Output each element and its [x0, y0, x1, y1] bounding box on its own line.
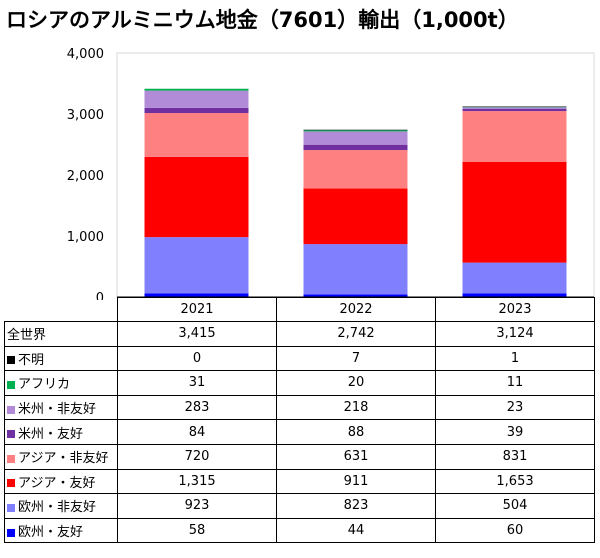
data-label: 2,742: [276, 321, 436, 347]
row-label: アジア・友好: [4, 468, 118, 495]
chart-title: ロシアのアルミニウム地金（7601）輸出（1,000t）: [6, 8, 519, 32]
data-label: 923: [117, 493, 277, 519]
legend-swatch: [7, 405, 15, 414]
data-label: 218: [276, 394, 436, 421]
bar-segment: [144, 156, 249, 238]
data-label: 1: [435, 345, 595, 372]
bar-segment: [303, 150, 408, 189]
data-label: 84: [117, 419, 277, 445]
data-label: 20: [276, 370, 436, 396]
bar-segment: [303, 294, 408, 297]
data-label: 58: [117, 517, 277, 544]
bar-stack-group: [144, 88, 567, 297]
series-name: 全世界: [7, 328, 47, 344]
y-tick-label: 2,000: [67, 169, 104, 184]
data-label: 1,653: [435, 468, 595, 495]
bar-segment: [462, 106, 567, 108]
bar-segment: [303, 244, 408, 295]
row-label: アジア・非友好: [4, 443, 118, 470]
legend-swatch: [7, 528, 15, 537]
bar-segment: [144, 237, 249, 294]
data-label: 23: [435, 394, 595, 421]
table-row: 欧州・友好 58 44 60: [4, 517, 595, 544]
data-label: 283: [117, 394, 277, 421]
bar-segment: [144, 107, 249, 114]
table-row: 米州・友好 84 88 39: [4, 419, 595, 445]
data-label: 823: [276, 493, 436, 519]
y-tick-label: 1,000: [67, 230, 104, 245]
table-corner-cell: [4, 297, 118, 322]
data-label: 3,415: [117, 321, 277, 347]
bar-segment: [144, 293, 249, 297]
table-row: 欧州・非友好 923 823 504: [4, 493, 595, 519]
table-header-row: 2021 2022 2023: [4, 297, 595, 322]
stacked-bar-chart: 0 1,000 2,000 3,000 4,000: [67, 47, 595, 300]
bar-segment: [303, 188, 408, 245]
x-tick-label: 2023: [435, 297, 595, 322]
data-label: 11: [435, 370, 595, 396]
row-label: 欧州・非友好: [4, 493, 118, 519]
data-label: 88: [276, 419, 436, 445]
series-name: アジア・非友好: [18, 451, 109, 467]
data-label: 720: [117, 443, 277, 470]
y-tick-label: 3,000: [67, 108, 104, 123]
row-label: アフリカ: [4, 370, 118, 396]
data-label: 31: [117, 370, 277, 396]
table-row: アジア・友好 1,315 911 1,653: [4, 468, 595, 495]
legend-swatch: [7, 503, 15, 512]
series-name: アジア・友好: [18, 475, 96, 491]
x-tick-label: 2021: [117, 297, 277, 322]
table-row: 全世界 3,415 2,742 3,124: [4, 321, 595, 347]
bar-segment: [462, 111, 567, 162]
y-tick-label: 0: [96, 291, 104, 300]
bar-segment: [462, 293, 567, 297]
bar-segment: [144, 90, 249, 108]
series-name: 不明: [18, 352, 45, 368]
series-name: 欧州・非友好: [18, 500, 97, 516]
series-name: アフリカ: [18, 377, 71, 393]
data-label: 3,124: [435, 321, 595, 347]
row-label: 不明: [4, 345, 118, 372]
legend-swatch: [7, 479, 15, 488]
legend-swatch: [7, 454, 15, 463]
table-row: 米州・非友好 283 218 23: [4, 394, 595, 421]
row-label: 米州・友好: [4, 419, 118, 445]
legend-swatch: [7, 356, 15, 365]
y-tick-label: 4,000: [67, 47, 104, 62]
series-name: 米州・非友好: [18, 402, 97, 418]
bar-segment: [462, 107, 567, 109]
row-label: 欧州・友好: [4, 517, 118, 544]
data-label: 0: [117, 345, 277, 372]
y-axis: 0 1,000 2,000 3,000 4,000: [67, 47, 104, 300]
bar-segment: [462, 161, 567, 263]
row-label: 全世界: [4, 321, 118, 347]
series-name: 米州・友好: [18, 426, 84, 442]
data-label: 831: [435, 443, 595, 470]
legend-swatch: [7, 430, 15, 439]
data-label: 44: [276, 517, 436, 544]
bar-segment: [303, 144, 408, 151]
data-label: 504: [435, 493, 595, 519]
bar-segment: [303, 130, 408, 132]
bar-segment: [462, 108, 567, 112]
data-label: 7: [276, 345, 436, 372]
data-label: 631: [276, 443, 436, 470]
table-row: アフリカ 31 20 11: [4, 370, 595, 396]
row-label: 米州・非友好: [4, 394, 118, 421]
bar-segment: [462, 262, 567, 294]
data-label: 60: [435, 517, 595, 544]
data-label: 911: [276, 468, 436, 495]
bar-segment: [144, 113, 249, 157]
data-label: 1,315: [117, 468, 277, 495]
table-row: アジア・非友好 720 631 831: [4, 443, 595, 470]
x-tick-label: 2022: [276, 297, 436, 322]
bar-segment: [303, 131, 408, 145]
table-row: 不明 0 7 1: [4, 345, 595, 372]
bar-segment: [144, 88, 249, 91]
bar-segment: [303, 129, 408, 131]
data-label: 39: [435, 419, 595, 445]
data-table: 2021 2022 2023 全世界 3,415 2,742 3,124 不明 0 7 1 アフリカ 3…: [4, 297, 595, 544]
legend-swatch: [7, 380, 15, 389]
series-name: 欧州・友好: [18, 525, 84, 541]
